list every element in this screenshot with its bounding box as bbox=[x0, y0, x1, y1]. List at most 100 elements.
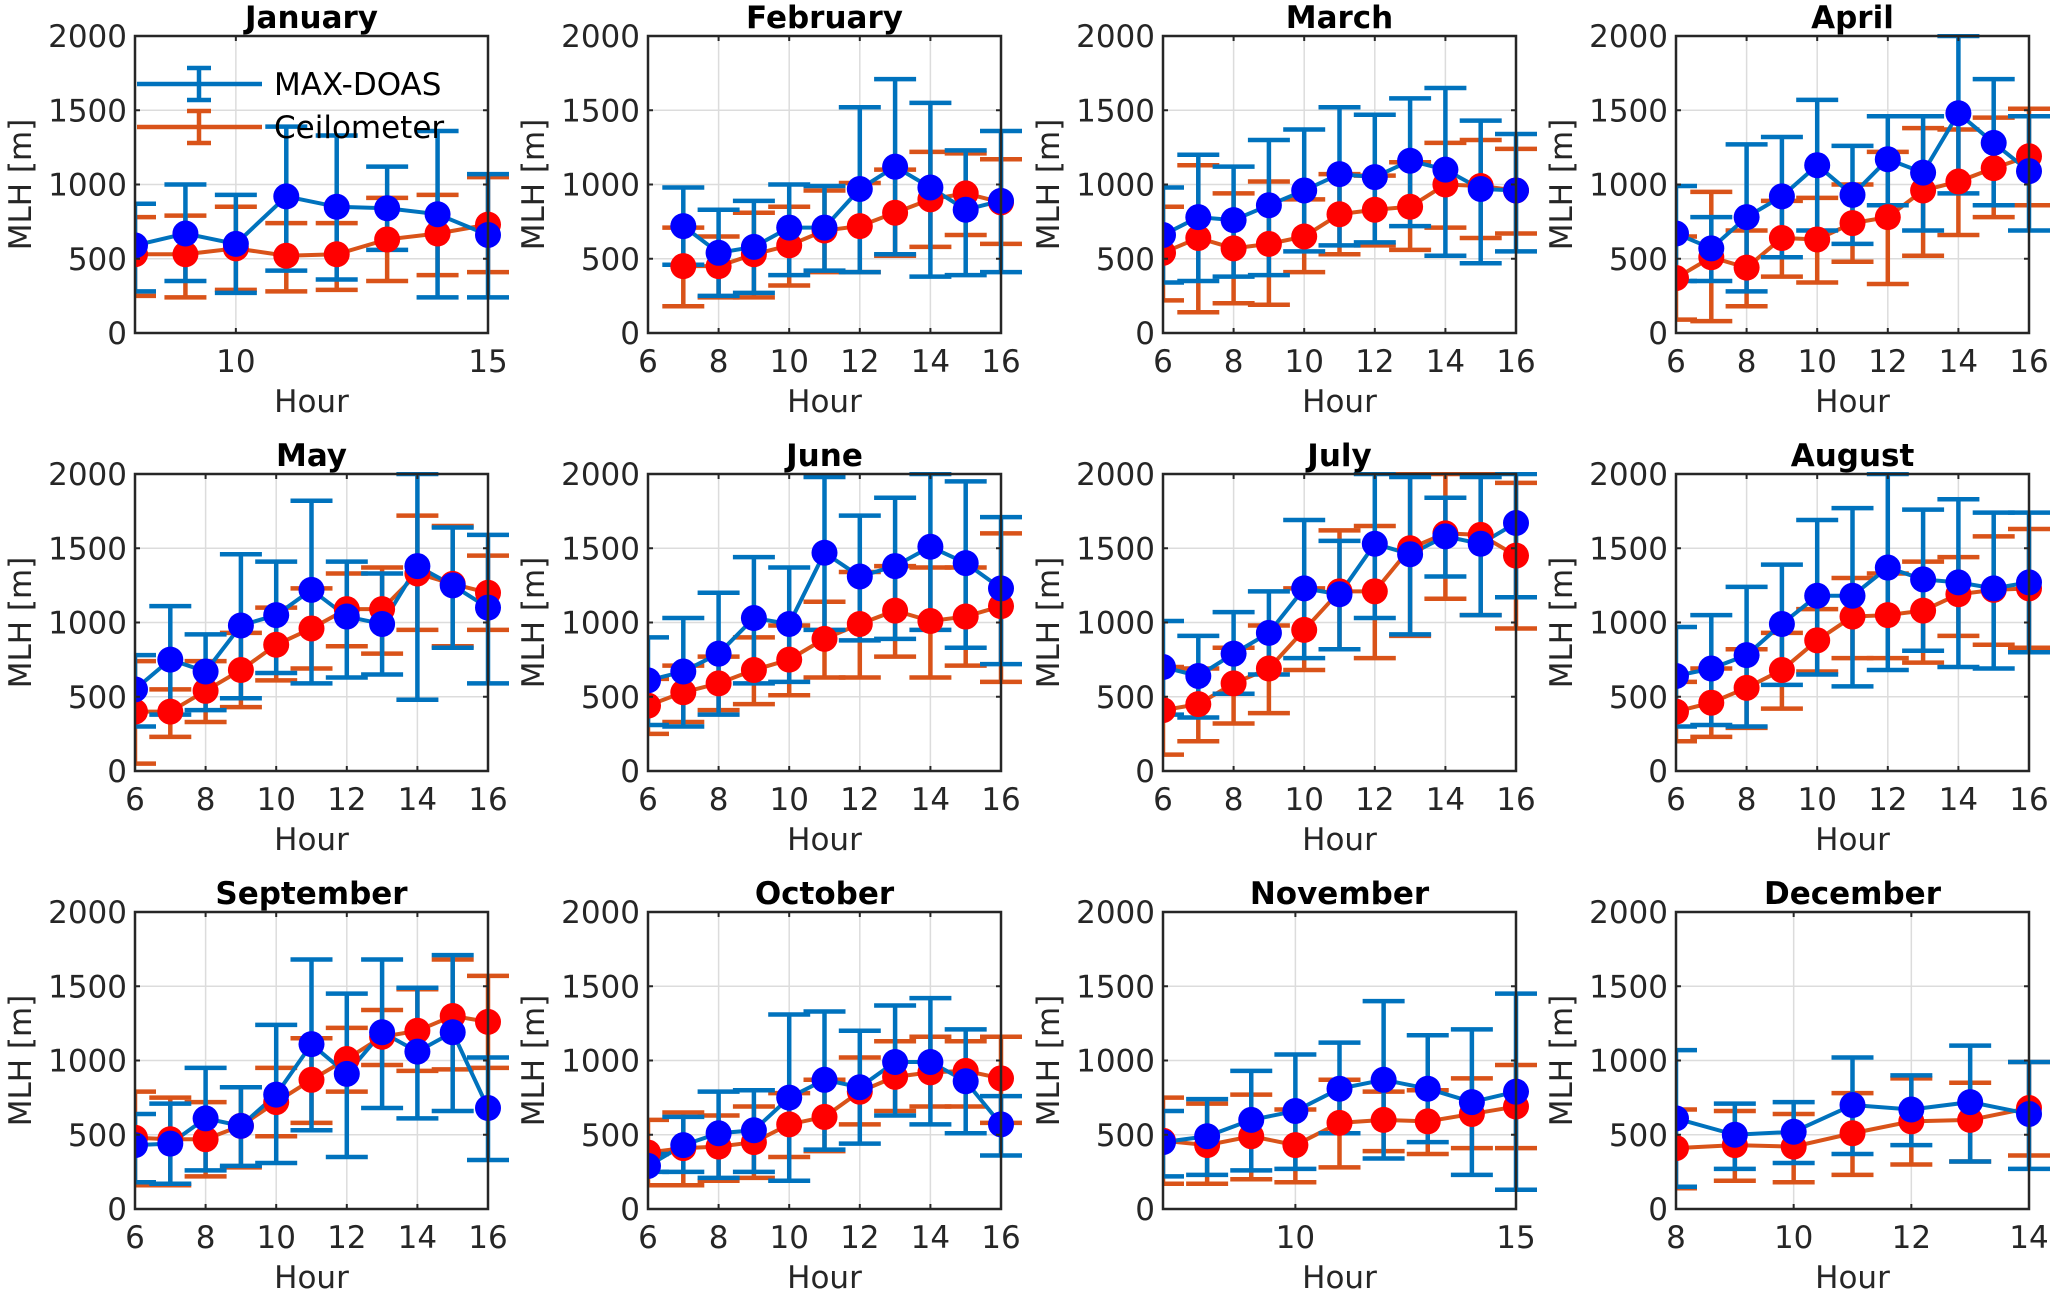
plot-area bbox=[662, 76, 1022, 309]
error-bar bbox=[1163, 1108, 1184, 1179]
data-point bbox=[227, 1112, 254, 1139]
y-tick-label: 1000 bbox=[561, 1044, 640, 1080]
error-bar bbox=[648, 635, 669, 728]
data-point bbox=[705, 239, 732, 266]
data-point bbox=[1676, 1105, 1689, 1132]
data-point bbox=[298, 1031, 325, 1058]
subplot-title: May bbox=[276, 438, 347, 474]
y-tick-label: 1000 bbox=[1076, 1044, 1155, 1080]
plot-area bbox=[648, 472, 1022, 737]
y-tick-label: 1500 bbox=[1589, 93, 1668, 129]
data-point bbox=[1238, 1106, 1265, 1133]
x-axis-label: Hour bbox=[274, 1260, 349, 1296]
data-point bbox=[1282, 1097, 1309, 1124]
legend-swatch-ceilometer bbox=[137, 108, 262, 146]
ticks bbox=[135, 35, 489, 334]
data-point bbox=[404, 1017, 431, 1044]
data-point bbox=[135, 232, 148, 259]
x-tick-label: 8 bbox=[1224, 344, 1244, 380]
error-bar bbox=[1676, 234, 1697, 322]
x-tick-label: 14 bbox=[911, 782, 950, 818]
data-point bbox=[1698, 689, 1725, 716]
data-point bbox=[811, 1066, 838, 1093]
y-tick-label: 500 bbox=[1096, 1118, 1155, 1154]
x-axis-label: Hour bbox=[1815, 1260, 1890, 1296]
x-tick-label: 14 bbox=[911, 344, 950, 380]
data-point bbox=[1676, 220, 1689, 247]
x-tick-label: 6 bbox=[1153, 344, 1173, 380]
legend-swatch-max-doas bbox=[137, 65, 262, 103]
data-point bbox=[670, 1132, 697, 1159]
y-tick-label: 2000 bbox=[48, 895, 127, 931]
x-tick-label: 14 bbox=[2009, 1220, 2048, 1256]
y-tick-label: 0 bbox=[1648, 316, 1668, 352]
x-tick-label: 8 bbox=[1666, 1220, 1686, 1256]
data-point bbox=[1733, 254, 1760, 281]
y-axis-label: MLH [m] bbox=[1031, 557, 1067, 689]
data-point bbox=[1910, 159, 1937, 186]
data-point bbox=[263, 602, 290, 629]
data-point bbox=[1255, 230, 1282, 257]
plot-area bbox=[1676, 34, 2050, 324]
y-axis-label: MLH [m] bbox=[516, 557, 552, 689]
x-tick-label: 12 bbox=[1355, 782, 1394, 818]
x-tick-label: 12 bbox=[327, 782, 366, 818]
data-point bbox=[333, 1060, 360, 1087]
data-point bbox=[1326, 161, 1353, 188]
x-axis-label: Hour bbox=[1815, 822, 1890, 858]
data-point bbox=[1467, 175, 1494, 202]
y-tick-label: 2000 bbox=[1589, 895, 1668, 931]
x-axis-label: Hour bbox=[1302, 822, 1377, 858]
data-point bbox=[227, 612, 254, 639]
data-point bbox=[192, 1126, 219, 1153]
data-point bbox=[404, 1038, 431, 1065]
data-point bbox=[1220, 207, 1247, 234]
data-point bbox=[1291, 177, 1318, 204]
data-point bbox=[1326, 1075, 1353, 1102]
data-point bbox=[1768, 183, 1795, 210]
y-tick-label: 2000 bbox=[561, 19, 640, 55]
data-point bbox=[1733, 674, 1760, 701]
x-axis-label: Hour bbox=[787, 384, 862, 420]
data-point bbox=[1163, 221, 1176, 248]
error-bar bbox=[135, 1111, 156, 1185]
data-point bbox=[648, 667, 661, 694]
y-tick-label: 500 bbox=[1609, 680, 1668, 716]
data-point bbox=[1945, 168, 1972, 195]
y-tick-label: 2000 bbox=[1589, 457, 1668, 493]
data-point bbox=[846, 610, 873, 637]
y-tick-label: 500 bbox=[68, 680, 127, 716]
y-tick-label: 0 bbox=[107, 1192, 127, 1228]
x-axis-label: Hour bbox=[274, 822, 349, 858]
y-tick-label: 1000 bbox=[1589, 606, 1668, 642]
data-point bbox=[776, 610, 803, 637]
data-point bbox=[439, 1019, 466, 1046]
data-point bbox=[192, 658, 219, 685]
data-point bbox=[882, 199, 909, 226]
data-point bbox=[1291, 575, 1318, 602]
data-point bbox=[263, 1081, 290, 1108]
data-point bbox=[1910, 597, 1937, 624]
legend-label: Ceilometer bbox=[274, 110, 444, 146]
data-point bbox=[1194, 1123, 1221, 1150]
x-tick-label: 16 bbox=[981, 782, 1020, 818]
subplot-september: 0 500 1000 1500 2000 6 8 10 12 14 16 Hour MLH [m] Sep… bbox=[3, 876, 509, 1296]
error-bar bbox=[648, 1151, 669, 1175]
ticks bbox=[1675, 473, 2030, 772]
error-bar bbox=[1676, 1047, 1697, 1189]
y-tick-label: 0 bbox=[1648, 754, 1668, 790]
y-tick-label: 2000 bbox=[1076, 457, 1155, 493]
subplot-november: 0 500 1000 1500 2000 10 15 Hour MLH [m] November bbox=[1031, 876, 1537, 1296]
error-bar bbox=[135, 214, 156, 299]
x-tick-label: 12 bbox=[327, 1220, 366, 1256]
data-point bbox=[369, 610, 396, 637]
data-point bbox=[323, 193, 350, 220]
x-tick-label: 14 bbox=[911, 1220, 950, 1256]
ticks bbox=[1163, 911, 1517, 1210]
data-point bbox=[1326, 581, 1353, 608]
data-point bbox=[172, 220, 199, 247]
data-point bbox=[1733, 642, 1760, 669]
y-tick-label: 1500 bbox=[48, 93, 127, 129]
y-tick-label: 0 bbox=[1135, 316, 1155, 352]
x-tick-label: 6 bbox=[125, 782, 145, 818]
